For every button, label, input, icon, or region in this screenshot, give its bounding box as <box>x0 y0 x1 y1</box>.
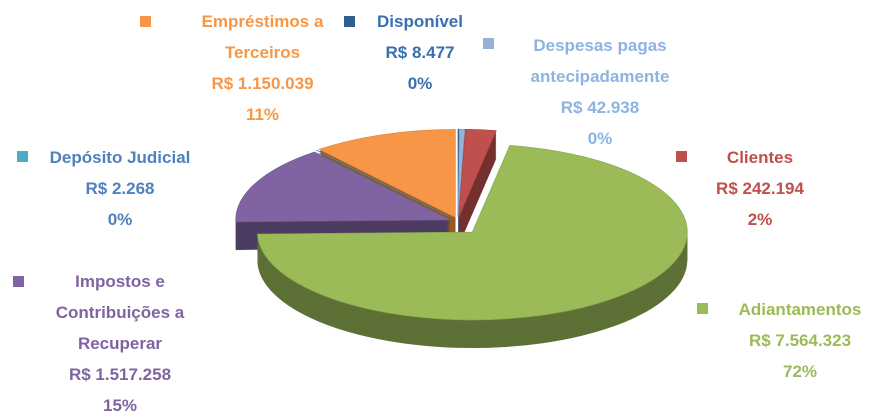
data-label: Empréstimos a Terceiros R$ 1.150.039 11% <box>175 6 350 130</box>
percent-label: 15% <box>102 396 138 414</box>
legend-marker <box>676 151 687 162</box>
percent-label: 0% <box>587 129 613 148</box>
value-label: R$ 2.268 <box>85 179 155 198</box>
data-label: Depósito Judicial R$ 2.268 0% <box>30 142 210 235</box>
category-name: Despesas pagas antecipadamente <box>530 36 670 86</box>
percent-label: 0% <box>407 74 433 93</box>
slice-side <box>316 152 453 221</box>
value-label: R$ 8.477 <box>385 43 455 62</box>
percent-label: 72% <box>782 362 818 381</box>
category-name: Impostos e Contribuições a Recuperar <box>55 272 185 353</box>
slice <box>458 128 497 218</box>
value-label: R$ 1.150.039 <box>211 74 314 93</box>
percent-label: 11% <box>245 105 280 124</box>
legend-marker <box>17 151 28 162</box>
data-label: Impostos e Contribuições a Recuperar R$ 1… <box>25 266 215 414</box>
slice <box>318 129 456 218</box>
slice <box>457 128 466 218</box>
data-label: Clientes R$ 242.194 2% <box>690 142 830 235</box>
slice <box>315 149 454 219</box>
value-label: R$ 42.938 <box>560 98 640 117</box>
value-label: R$ 242.194 <box>716 179 804 198</box>
category-name: Clientes <box>726 148 794 167</box>
percent-label: 0% <box>107 210 133 229</box>
category-name: Adiantamentos <box>738 300 862 319</box>
data-label: Despesas pagas antecipadamente R$ 42.938 0… <box>505 30 695 154</box>
legend-marker <box>697 303 708 314</box>
category-name: Empréstimos a Terceiros <box>201 12 324 62</box>
legend-marker <box>483 38 494 49</box>
category-name: Disponível <box>377 12 463 31</box>
slice <box>235 151 451 223</box>
legend-marker <box>344 16 355 27</box>
slice <box>257 145 688 321</box>
legend-marker <box>13 276 24 287</box>
data-label: Adiantamentos R$ 7.564.323 72% <box>710 294 882 387</box>
percent-label: 2% <box>747 210 773 229</box>
data-label: Disponível R$ 8.477 0% <box>360 6 480 99</box>
value-label: R$ 7.564.323 <box>748 331 852 350</box>
legend-marker <box>140 16 151 27</box>
category-name: Depósito Judicial <box>49 148 191 167</box>
value-label: R$ 1.517.258 <box>68 365 172 384</box>
